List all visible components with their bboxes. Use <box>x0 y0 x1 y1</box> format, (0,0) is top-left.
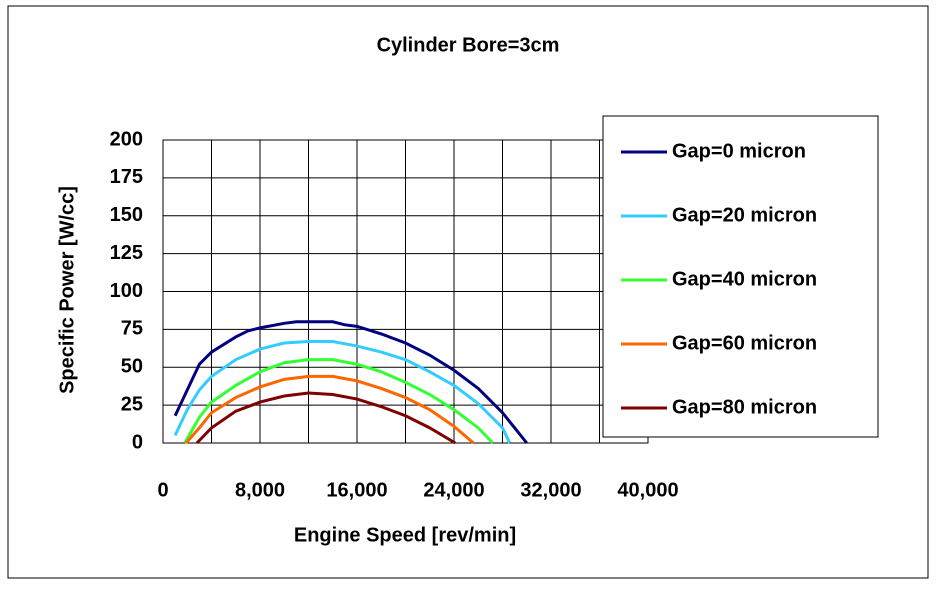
x-tick-label: 32,000 <box>520 479 581 501</box>
legend-label: Gap=80 micron <box>672 396 817 418</box>
x-tick-label: 40,000 <box>617 479 678 501</box>
x-tick-label: 8,000 <box>235 479 285 501</box>
legend-label: Gap=0 micron <box>672 140 806 162</box>
y-tick-label: 25 <box>121 393 143 415</box>
series-line <box>195 391 456 445</box>
y-tick-label: 150 <box>110 204 143 226</box>
y-tick-label: 50 <box>121 356 143 378</box>
y-tick-label: 175 <box>110 166 143 188</box>
chart-title: Cylinder Bore=3cm <box>377 34 560 56</box>
x-tick-label: 0 <box>157 479 168 501</box>
legend-box <box>602 115 879 438</box>
x-axis-label: Engine Speed [rev/min] <box>294 524 516 546</box>
series-line <box>173 339 512 444</box>
y-tick-label: 200 <box>110 128 143 150</box>
series-line <box>184 374 475 445</box>
y-tick-label: 125 <box>110 242 143 264</box>
y-axis-label: Specific Power [W/cc] <box>56 186 78 394</box>
x-tick-label: 16,000 <box>326 479 387 501</box>
legend-label: Gap=20 micron <box>672 204 817 226</box>
series-line <box>173 320 528 444</box>
y-tick-label: 100 <box>110 280 143 302</box>
x-tick-label: 24,000 <box>423 479 484 501</box>
legend-label: Gap=40 micron <box>672 268 817 290</box>
legend-label: Gap=60 micron <box>672 332 817 354</box>
y-tick-label: 0 <box>132 431 143 453</box>
series-line <box>183 358 494 445</box>
y-tick-label: 75 <box>121 318 143 340</box>
